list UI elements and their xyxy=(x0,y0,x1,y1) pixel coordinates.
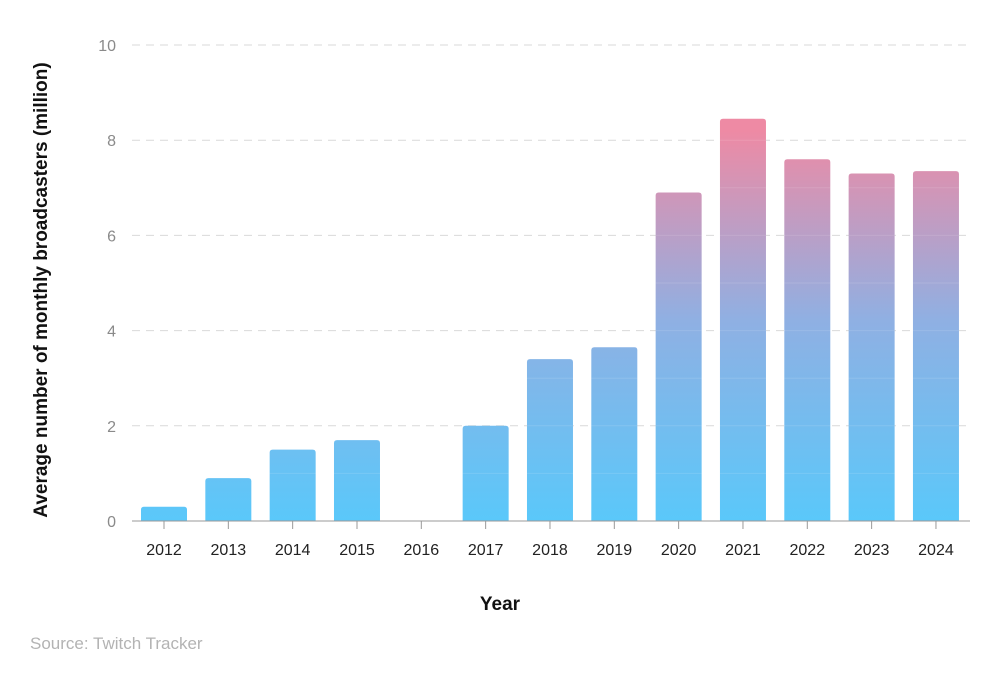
bar xyxy=(141,506,187,521)
bar xyxy=(205,478,252,521)
x-axis-title: Year xyxy=(480,594,521,615)
bar xyxy=(462,425,509,521)
y-tick-labels: 0 2 4 6 8 10 xyxy=(98,38,116,531)
y-tick-label: 2 xyxy=(107,419,116,436)
x-tick-label: 2012 xyxy=(146,542,182,559)
bar xyxy=(333,440,380,521)
y-tick-label: 10 xyxy=(98,38,116,55)
x-tick-label: 2018 xyxy=(532,542,568,559)
bar-bands xyxy=(269,139,959,474)
y-axis-title: Average number of monthly broadcasters (… xyxy=(31,62,52,517)
bar xyxy=(655,192,702,521)
x-tick-label: 2019 xyxy=(597,542,633,559)
bar xyxy=(912,171,959,521)
bars xyxy=(141,118,959,522)
x-tick-label: 2021 xyxy=(725,542,761,559)
x-tick-label: 2014 xyxy=(275,542,311,559)
y-tick-label: 4 xyxy=(107,324,116,341)
bar xyxy=(591,347,638,521)
x-tick-label: 2023 xyxy=(854,542,890,559)
x-tick-label: 2020 xyxy=(661,542,697,559)
y-tick-label: 6 xyxy=(107,228,116,245)
source-note: Source: Twitch Tracker xyxy=(30,634,203,653)
y-tick-label: 0 xyxy=(107,514,116,531)
y-tick-label: 8 xyxy=(107,133,116,150)
bar xyxy=(269,449,316,521)
x-tick-label: 2017 xyxy=(468,542,504,559)
x-tick-label: 2016 xyxy=(404,542,440,559)
x-tick-label: 2022 xyxy=(790,542,826,559)
bar xyxy=(719,118,766,521)
x-tick-labels: 2012 2013 2014 2015 2016 2017 2018 2019 2020 2021… xyxy=(146,521,954,559)
x-tick-label: 2013 xyxy=(211,542,247,559)
x-tick-label: 2015 xyxy=(339,542,375,559)
x-tick-label: 2024 xyxy=(918,542,954,559)
bar xyxy=(848,173,895,521)
bar xyxy=(526,359,573,521)
bar xyxy=(784,159,831,522)
